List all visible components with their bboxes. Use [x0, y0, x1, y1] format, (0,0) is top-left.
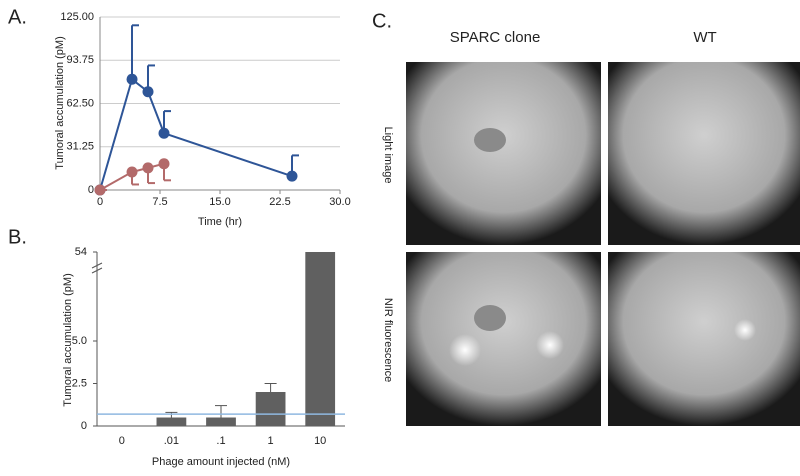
- x-tick-label: 0: [97, 196, 103, 208]
- axis-break: [91, 262, 103, 274]
- x-tick-label: .1: [216, 435, 225, 447]
- point: [286, 170, 298, 182]
- y-axis-label: Tumoral accumulation (pM): [62, 273, 74, 406]
- x-axis-label: Time (hr): [198, 216, 242, 228]
- column-label: WT: [693, 29, 716, 46]
- y-tick-label: 62.50: [66, 97, 94, 109]
- panel-label: A.: [8, 6, 27, 28]
- bar: [305, 252, 336, 426]
- y-tick-label: 125.00: [60, 11, 94, 23]
- point: [94, 184, 106, 196]
- y-axis-label: Tumoral accumulation (pM): [54, 36, 66, 169]
- bar: [206, 417, 236, 426]
- bar: [156, 417, 187, 426]
- point: [158, 158, 170, 170]
- x-tick-label: 22.5: [269, 196, 290, 208]
- x-tick-label: 0: [119, 435, 125, 447]
- photo: [406, 62, 601, 245]
- fluorescence: [536, 331, 564, 359]
- photo: [406, 252, 601, 426]
- y-tick-label: 2.5: [72, 377, 87, 389]
- x-tick-label: 7.5: [152, 196, 167, 208]
- photo: [608, 62, 800, 245]
- x-tick-label: 10: [314, 435, 326, 447]
- point: [158, 127, 170, 139]
- row-label: NIR fluorescence: [382, 298, 394, 382]
- tumor: [474, 128, 506, 152]
- point: [126, 166, 138, 178]
- panel-label: B.: [8, 226, 27, 248]
- x-tick-label: 15.0: [209, 196, 230, 208]
- image-panel: C. SPARC clone WT Light image NIR fluore…: [372, 10, 800, 426]
- y-tick-label: 0: [88, 184, 94, 196]
- x-tick-label: 1: [268, 435, 274, 447]
- panel-label: C.: [372, 10, 392, 32]
- fluorescence: [449, 334, 481, 366]
- point: [142, 86, 154, 98]
- y-tick-label: 31.25: [66, 141, 94, 153]
- point: [126, 73, 138, 85]
- y-tick-label: 5.0: [72, 335, 87, 347]
- row-label: Light image: [382, 127, 394, 184]
- bar: [255, 392, 286, 426]
- x-axis-label: Phage amount injected (nM): [152, 456, 290, 468]
- y-tick-label: 54: [75, 246, 87, 258]
- y-tick-label: 93.75: [66, 54, 94, 66]
- tumor: [474, 305, 506, 331]
- column-label: SPARC clone: [450, 29, 541, 46]
- fluorescence: [734, 319, 756, 341]
- x-tick-label: 30.0: [329, 196, 350, 208]
- x-tick-label: .01: [164, 435, 179, 447]
- point: [142, 162, 154, 174]
- photo: [608, 252, 800, 426]
- series-line: [99, 162, 165, 191]
- y-tick-label: 0: [81, 420, 87, 432]
